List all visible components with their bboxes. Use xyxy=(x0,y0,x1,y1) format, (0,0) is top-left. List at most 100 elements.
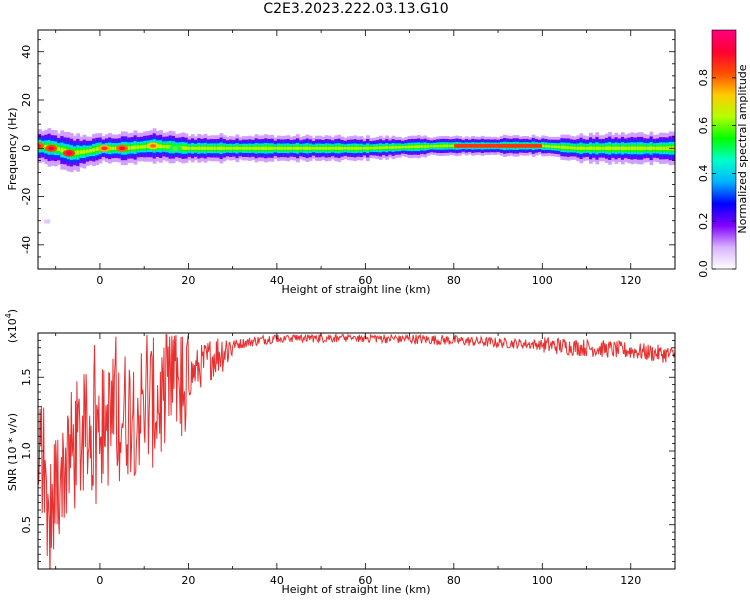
spectrogram-cell xyxy=(617,146,622,150)
spectrogram-peak xyxy=(453,143,543,148)
x-tick-label: 40 xyxy=(270,574,284,587)
x-tick-label: 80 xyxy=(447,274,461,287)
x-tick-label: 100 xyxy=(532,274,553,287)
spectrogram-cell xyxy=(267,146,272,150)
spectrogram-cell xyxy=(404,145,409,149)
spectrogram-cell xyxy=(394,146,399,149)
spectrogram-cell xyxy=(299,146,303,150)
colorbar-tick-label: 0.0 xyxy=(697,260,710,278)
snr-multiplier-exp: 4 xyxy=(4,313,13,318)
spectrogram-cell xyxy=(550,145,555,148)
spectrogram-cell xyxy=(442,144,447,148)
spectrogram-cell xyxy=(649,146,654,151)
spectrogram-cell xyxy=(257,146,262,150)
spectrogram-peak xyxy=(38,144,41,148)
spectrogram-cell xyxy=(159,144,163,149)
spectrogram-cell xyxy=(413,145,418,149)
spectrogram-cell xyxy=(311,147,316,150)
x-tick-label: 0 xyxy=(96,274,103,287)
spectrogram-cell xyxy=(44,219,51,224)
spectrogram-cell xyxy=(391,146,396,149)
spectrogram-cell xyxy=(200,146,205,150)
spectrogram-cell xyxy=(337,146,342,150)
spectrogram-cell xyxy=(432,145,437,148)
y-tick-label: 0 xyxy=(20,145,33,152)
spectrogram-cell xyxy=(82,149,87,154)
spectrogram-cell xyxy=(604,146,609,150)
spectrogram-cell xyxy=(143,144,147,149)
spectrogram-cell xyxy=(350,146,354,150)
spectrogram-cell xyxy=(216,146,221,150)
spectrogram-peak xyxy=(172,146,179,151)
spectrogram-cell xyxy=(569,146,574,150)
spectrogram-cell xyxy=(241,146,246,150)
spectrogram-cell xyxy=(659,146,663,151)
x-tick-label: 0 xyxy=(96,574,103,587)
spectrogram-cell xyxy=(206,146,211,150)
colorbar-tick-label: 0.8 xyxy=(697,69,710,87)
y-tick-label: 0.5 xyxy=(20,516,33,534)
spectrogram-cell xyxy=(436,144,440,148)
spectrogram-cell xyxy=(576,146,581,150)
spectrogram-cell xyxy=(448,144,453,147)
spectrogram-cell xyxy=(133,145,138,150)
spectrogram-cell xyxy=(346,146,351,150)
spectrogram-cell xyxy=(270,146,275,150)
spectrogram-cell xyxy=(601,146,606,150)
spectrogram-x-ticks: 0 20 40 60 80 100 120 xyxy=(55,30,676,287)
spectrogram-cell xyxy=(662,146,667,151)
spectrogram-cell xyxy=(630,146,635,151)
spectrogram-cell xyxy=(544,144,549,148)
spectrogram-cell xyxy=(219,146,224,151)
spectrogram-cell xyxy=(614,146,619,151)
spectrogram-cell xyxy=(595,146,600,151)
spectrogram-cell xyxy=(162,145,166,149)
spectrogram-cell xyxy=(620,146,625,151)
spectrogram-cell xyxy=(636,146,641,151)
spectrogram-peak xyxy=(119,146,126,151)
spectrogram-cell xyxy=(111,146,116,150)
spectrogram-cell xyxy=(194,146,198,150)
spectrogram-cell xyxy=(295,146,300,150)
x-tick-label: 60 xyxy=(358,574,372,587)
spectrogram-cell xyxy=(646,146,651,150)
spectrogram-cell xyxy=(324,146,329,150)
spectrogram-frame xyxy=(37,29,676,270)
snr-x-ticks: 0 20 40 60 80 100 120 xyxy=(55,333,676,587)
spectrogram-y-ticks: -40 -20 0 20 40 xyxy=(20,39,675,270)
spectrogram-x-label: Height of straight line (km) xyxy=(281,283,430,296)
spectrogram-cell xyxy=(209,146,214,150)
spectrogram-cell xyxy=(203,146,208,150)
spectrogram-cell xyxy=(547,145,552,148)
spectrogram-cell xyxy=(407,145,412,149)
colorbar-label: Normalized spectral amplitude xyxy=(736,64,749,233)
x-tick-label: 40 xyxy=(270,274,284,287)
spectrogram-cell xyxy=(222,146,227,150)
spectrogram-peak xyxy=(101,146,108,151)
spectrogram-cell xyxy=(553,145,558,148)
spectrogram-cell xyxy=(315,146,319,150)
spectrogram-cell xyxy=(639,146,644,151)
spectrogram-cell xyxy=(260,146,265,150)
spectrogram-cell xyxy=(343,147,348,150)
y-tick-label: 40 xyxy=(20,45,33,59)
spectrogram-cell xyxy=(190,146,195,150)
x-tick-label: 80 xyxy=(447,574,461,587)
spectrogram-cell xyxy=(439,144,444,148)
spectrogram-cell xyxy=(541,144,546,148)
spectrogram-cell xyxy=(57,147,61,151)
spectrogram-cell xyxy=(366,146,370,150)
spectrogram-cell xyxy=(566,146,571,150)
spectrogram-cell xyxy=(375,146,380,150)
colorbar-tick-label: 0.4 xyxy=(697,165,710,183)
spectrogram-cell xyxy=(305,146,310,150)
spectrogram-cell xyxy=(423,145,428,148)
snr-y-label: SNR (10 * v/v) xyxy=(6,413,19,491)
spectrogram-cell xyxy=(225,146,230,150)
spectrogram-cell xyxy=(130,146,135,150)
spectrogram-cell xyxy=(420,145,424,148)
spectrogram-cell xyxy=(127,146,131,150)
spectrogram-cell xyxy=(652,146,657,150)
spectrogram-cell xyxy=(579,146,584,151)
spectrogram-cell xyxy=(245,146,249,150)
